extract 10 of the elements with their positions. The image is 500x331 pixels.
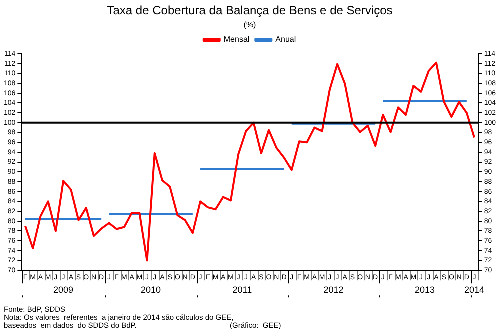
text: 2009 [54, 285, 74, 296]
text: 2012 [324, 285, 344, 296]
text: 2014 [464, 285, 485, 296]
text: 2010 [141, 285, 162, 296]
legend-label: Mensal [224, 35, 250, 44]
text: 2013 [415, 285, 436, 296]
legend-label: Anual [276, 35, 296, 44]
chart-subtitle: (%) [244, 20, 257, 30]
chart-title: Taxa de Cobertura da Balança de Bens e de Serviços [107, 4, 393, 18]
text: 2011 [232, 285, 252, 296]
